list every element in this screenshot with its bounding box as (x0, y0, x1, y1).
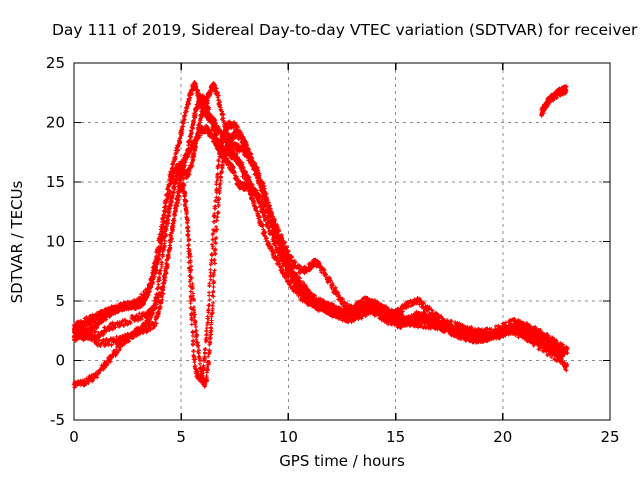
x-tick-label: 15 (386, 428, 405, 446)
y-axis-label: SDTVAR / TECUs (8, 180, 26, 303)
data-series-7 (539, 84, 569, 118)
y-tick-label: 15 (46, 173, 65, 191)
x-tick-label: 10 (279, 428, 298, 446)
x-tick-label: 0 (69, 428, 79, 446)
page-title: Day 111 of 2019, Sidereal Day-to-day VTE… (52, 21, 640, 39)
series-markers (539, 84, 569, 118)
y-tick-label: 25 (46, 54, 65, 72)
y-tick-label: 20 (46, 114, 65, 132)
x-tick-label: 5 (176, 428, 186, 446)
x-axis-label: GPS time / hours (279, 452, 405, 470)
y-tick-label: -5 (50, 411, 65, 429)
y-tick-label: 0 (55, 352, 65, 370)
series-markers (71, 123, 570, 357)
data-series-group (71, 80, 570, 390)
x-tick-label: 25 (600, 428, 619, 446)
x-tick-label: 20 (493, 428, 512, 446)
y-tick-label: 10 (46, 233, 65, 251)
plot-frame (73, 62, 611, 421)
y-tick-label: 5 (55, 292, 65, 310)
data-series-6 (71, 123, 570, 357)
